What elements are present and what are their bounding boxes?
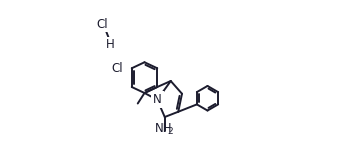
- Text: H: H: [106, 39, 115, 51]
- Text: Cl: Cl: [111, 62, 123, 75]
- Text: 2: 2: [167, 127, 173, 136]
- Text: Cl: Cl: [96, 18, 108, 30]
- Text: N: N: [153, 93, 162, 106]
- Text: NH: NH: [155, 122, 173, 135]
